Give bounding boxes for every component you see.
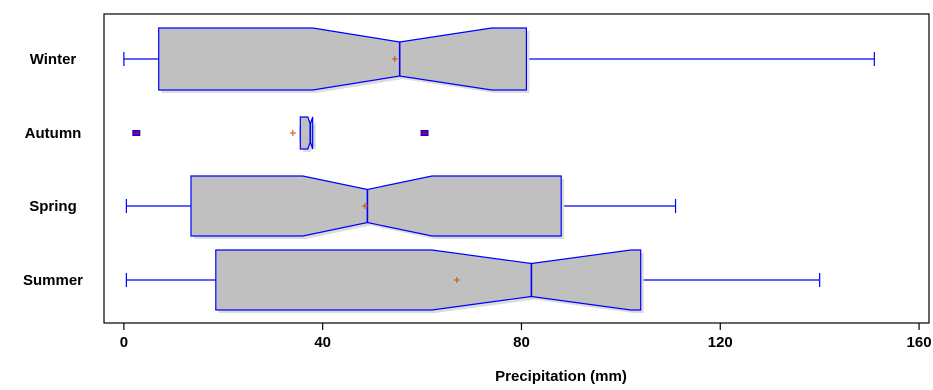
box-winter	[123, 27, 875, 93]
category-label-winter: Winter	[30, 51, 77, 68]
category-labels: Winter Autumn Spring Summer	[23, 51, 83, 289]
box-autumn	[132, 116, 429, 152]
x-tick-label: 120	[708, 334, 733, 351]
plot-frame	[103, 13, 930, 324]
outlier-point	[420, 130, 429, 136]
x-tick-label: 80	[513, 334, 530, 351]
x-axis-title: Precipitation (mm)	[495, 368, 627, 385]
x-tick-label: 0	[120, 334, 128, 351]
category-label-autumn: Autumn	[25, 125, 82, 142]
category-label-spring: Spring	[29, 198, 77, 215]
x-tick-label: 160	[907, 334, 932, 351]
box-body	[215, 249, 642, 311]
category-label-summer: Summer	[23, 272, 83, 289]
outlier-point	[132, 130, 141, 136]
box-spring	[125, 175, 677, 239]
boxes-layer	[123, 27, 875, 313]
x-tick-label: 40	[314, 334, 331, 351]
x-axis-ticks: 0 40 80 120 160	[120, 323, 932, 351]
box-summer	[125, 249, 821, 313]
box-body	[190, 175, 562, 237]
box-body	[158, 27, 528, 91]
